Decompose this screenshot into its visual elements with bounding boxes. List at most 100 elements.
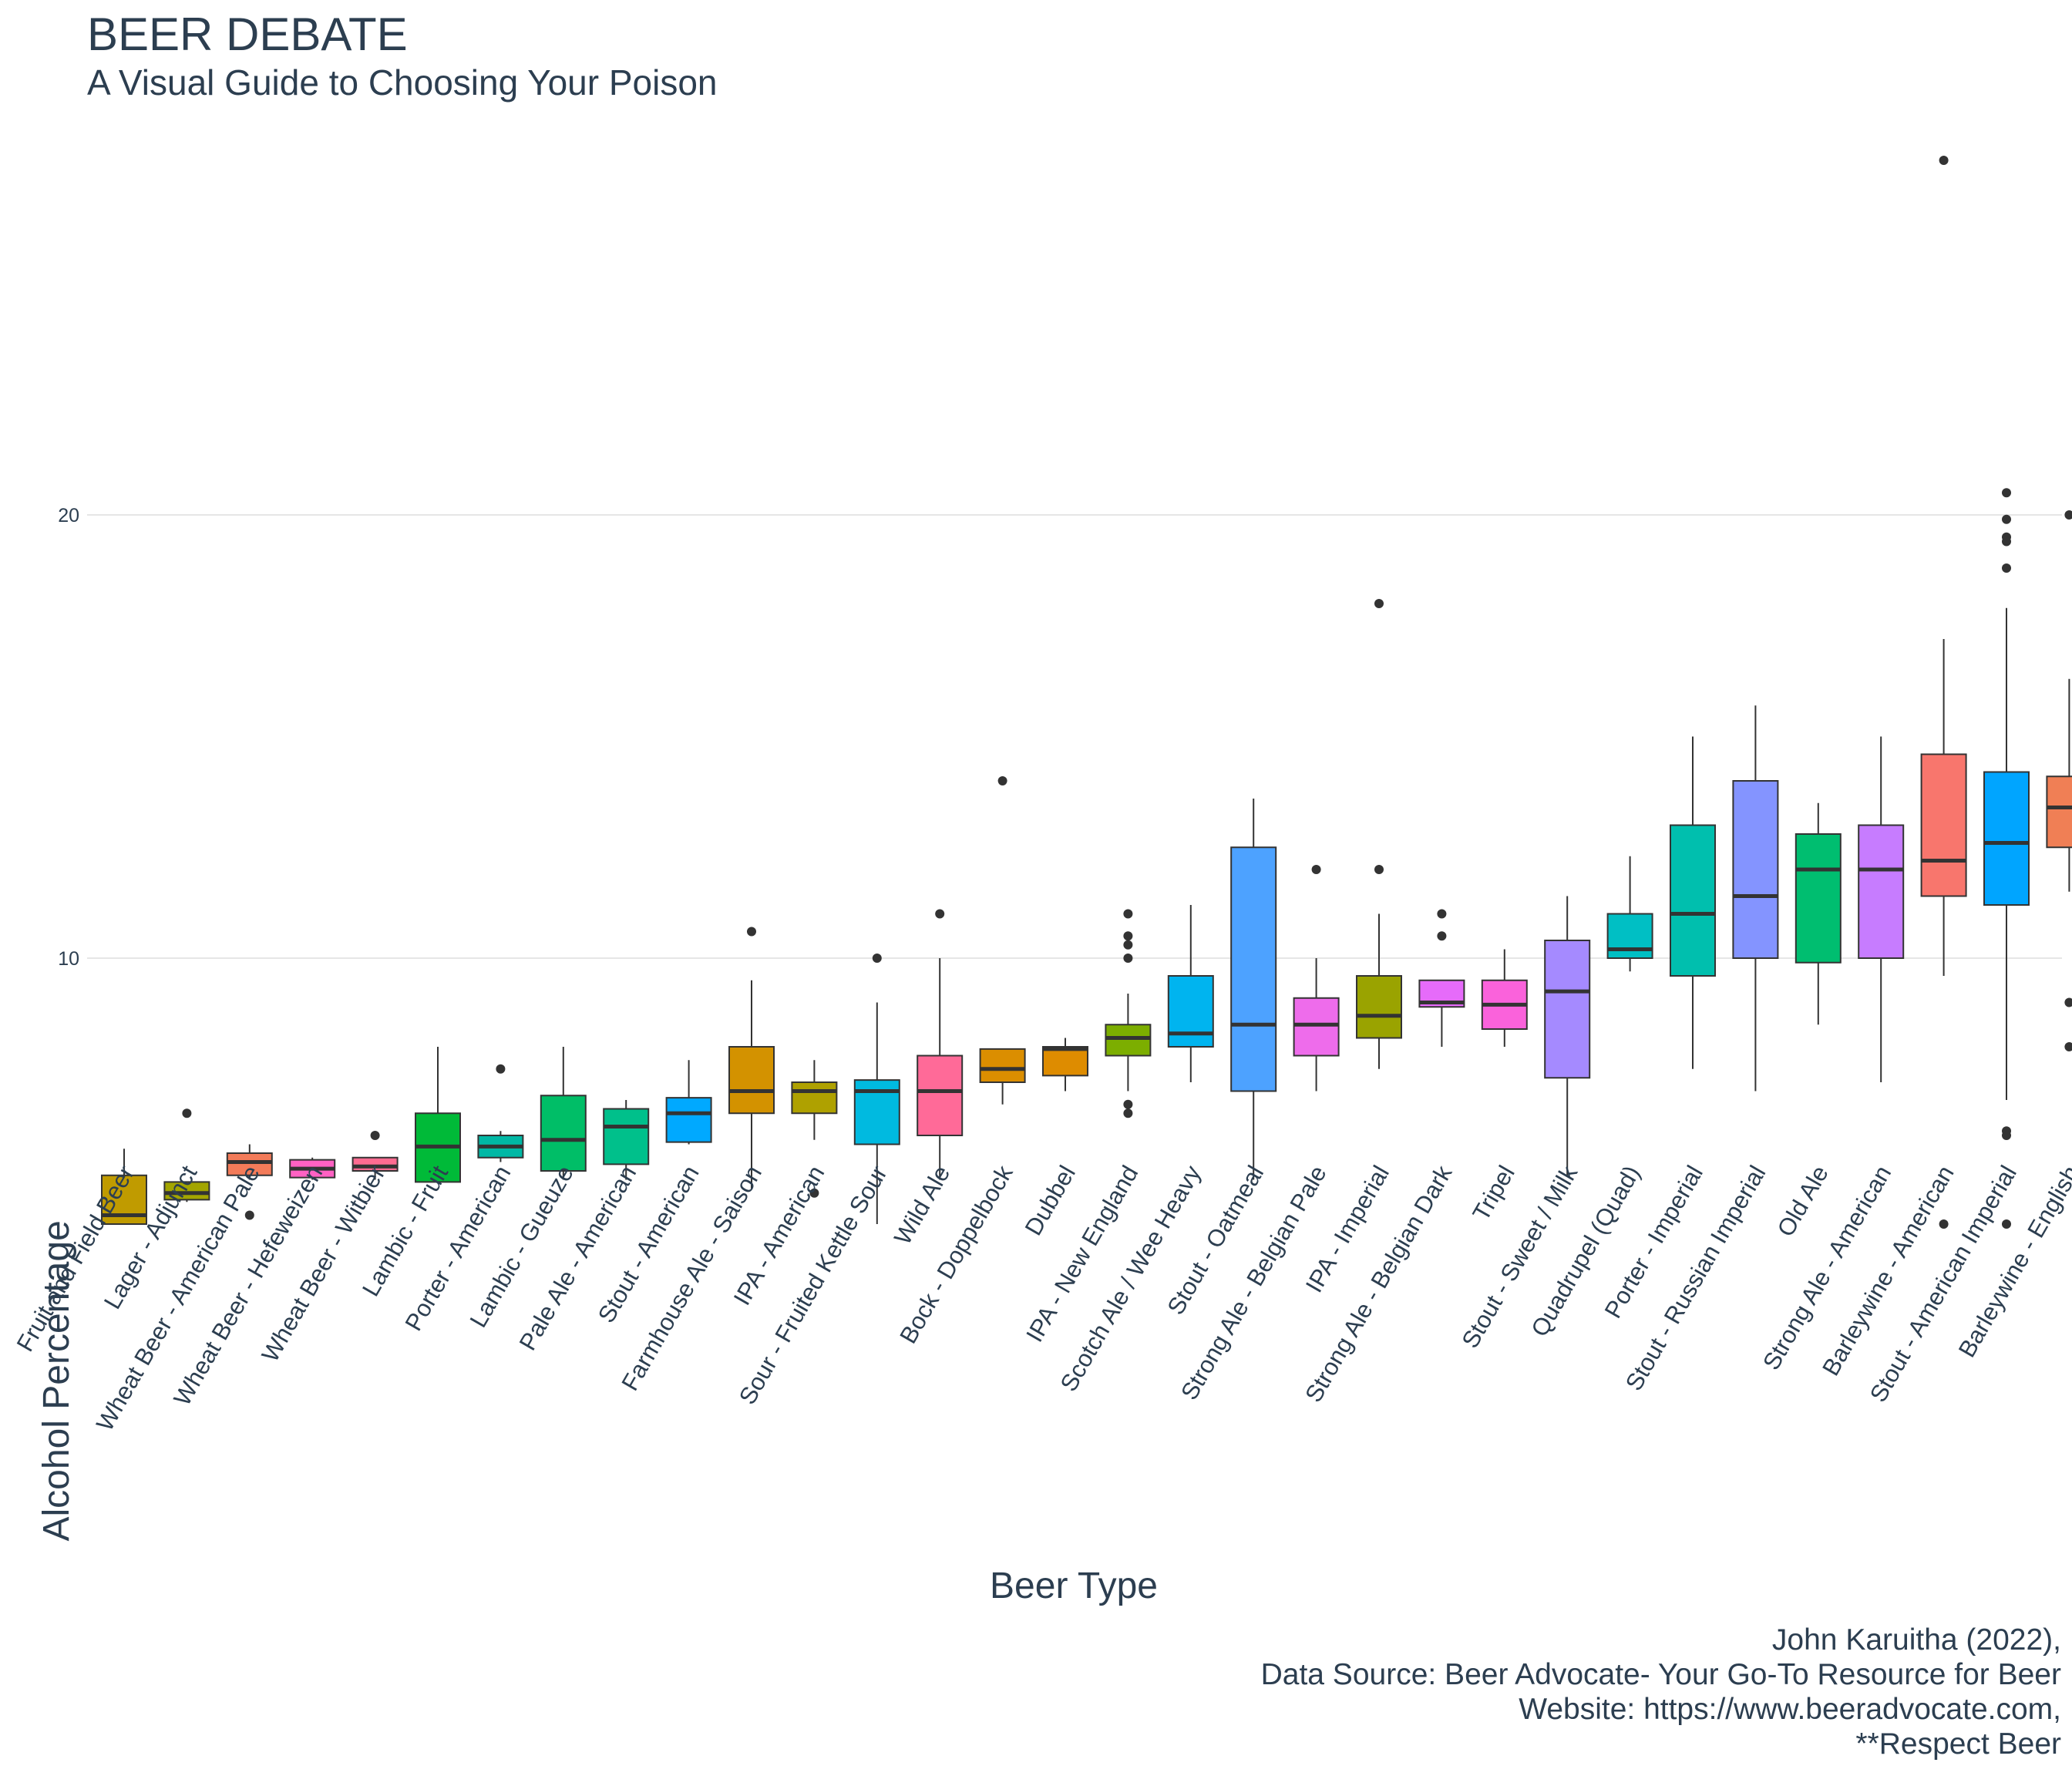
box-group — [289, 1157, 336, 1180]
outlier-point — [1437, 931, 1447, 941]
outlier-point — [935, 909, 945, 919]
box-group — [1230, 799, 1277, 1180]
outlier-point — [1374, 599, 1384, 608]
box — [1920, 753, 1967, 897]
box-group — [226, 1144, 273, 1220]
outlier-point — [747, 927, 756, 937]
outlier-point — [2002, 488, 2011, 498]
box-group — [2046, 510, 2072, 1051]
outlier-point — [1311, 865, 1321, 874]
outlier-point — [2002, 563, 2011, 573]
box — [979, 1048, 1026, 1083]
box — [1230, 846, 1277, 1092]
box-group — [1356, 599, 1402, 1069]
box-group — [1105, 909, 1152, 1118]
outlier-point — [1939, 1219, 1949, 1229]
outlier-point — [2002, 536, 2011, 547]
box-group — [1418, 909, 1465, 1047]
chart-title: BEER DEBATE — [87, 8, 408, 60]
box-group — [1732, 705, 1779, 1092]
box — [1105, 1024, 1152, 1057]
y-axis-ticks: 10 20 — [58, 505, 79, 970]
x-tick-label: IPA - New England — [1021, 1161, 1143, 1347]
box-group — [477, 1064, 524, 1162]
caption: John Karuitha (2022), Data Source: Beer … — [1261, 1623, 2061, 1761]
box — [2046, 775, 2072, 849]
outlier-point — [809, 1188, 819, 1198]
outlier-point — [1939, 156, 1949, 165]
outlier-point — [872, 954, 882, 963]
box-group — [1920, 156, 1967, 1229]
box-group — [1544, 896, 1591, 1176]
caption-line: John Karuitha (2022), — [1771, 1623, 2061, 1657]
box-group — [101, 1149, 147, 1225]
x-tick-label: Bock - Doppelbock — [894, 1161, 1018, 1348]
boxes — [101, 156, 2072, 1229]
y-axis-label: Alcohol Percentage — [36, 1220, 77, 1542]
box — [728, 1046, 775, 1115]
box — [1356, 975, 1402, 1039]
outlier-point — [2064, 997, 2072, 1007]
box — [1983, 771, 2030, 906]
outlier-point — [496, 1064, 506, 1074]
box-group — [163, 1108, 210, 1202]
box — [1732, 780, 1779, 959]
box — [163, 1181, 210, 1201]
outlier-point — [2002, 514, 2011, 524]
box — [1606, 913, 1653, 959]
box-group — [603, 1100, 650, 1180]
box — [226, 1152, 273, 1176]
outlier-point — [1123, 1108, 1133, 1118]
outlier-point — [370, 1131, 380, 1140]
x-tick-label: Tripel — [1467, 1161, 1519, 1226]
box — [1293, 997, 1340, 1057]
box — [1858, 824, 1905, 959]
box-group — [728, 927, 775, 1189]
box-group — [979, 776, 1026, 1105]
y-tick-label: 20 — [58, 505, 79, 526]
box-group — [415, 1047, 461, 1183]
box — [665, 1097, 712, 1143]
outlier-point — [2002, 1131, 2011, 1140]
box — [1042, 1046, 1088, 1077]
box-group — [540, 1047, 587, 1180]
x-tick-label: Wild Ale — [889, 1161, 955, 1249]
box-group — [352, 1131, 399, 1180]
outlier-point — [2064, 510, 2072, 520]
box-group — [917, 909, 964, 1180]
box — [1167, 975, 1214, 1048]
box-group — [1670, 736, 1716, 1069]
chart-subtitle: A Visual Guide to Choosing Your Poison — [87, 62, 718, 103]
x-tick-label: Dubbel — [1020, 1161, 1081, 1240]
outlier-point — [2002, 1219, 2011, 1229]
box-group — [791, 1060, 838, 1198]
outlier-point — [1123, 909, 1133, 919]
box-group — [1481, 949, 1528, 1047]
x-axis-label: Beer Type — [990, 1566, 1158, 1606]
box-group — [1167, 905, 1214, 1082]
outlier-point — [1123, 931, 1133, 941]
outlier-point — [1123, 940, 1133, 950]
box — [791, 1081, 838, 1115]
outlier-point — [1437, 909, 1447, 919]
x-tick-label: Stout - Sweet / Milk — [1456, 1161, 1583, 1353]
box-group — [1794, 802, 1842, 1025]
box — [1670, 824, 1716, 977]
box-group — [853, 954, 900, 1224]
outlier-point — [2064, 1042, 2072, 1051]
outlier-point — [182, 1108, 192, 1118]
outlier-point — [1123, 1099, 1133, 1109]
box — [603, 1108, 650, 1166]
box — [1544, 940, 1591, 1079]
outlier-point — [997, 776, 1007, 785]
x-tick-label: Old Ale — [1772, 1161, 1834, 1241]
outlier-point — [1123, 954, 1133, 963]
box-group — [1606, 856, 1653, 972]
caption-line: Website: https://www.beeradvocate.com, — [1519, 1693, 2061, 1726]
box-group — [1858, 736, 1905, 1082]
box — [917, 1054, 964, 1136]
box-group — [1983, 488, 2030, 1229]
outlier-point — [244, 1210, 254, 1220]
